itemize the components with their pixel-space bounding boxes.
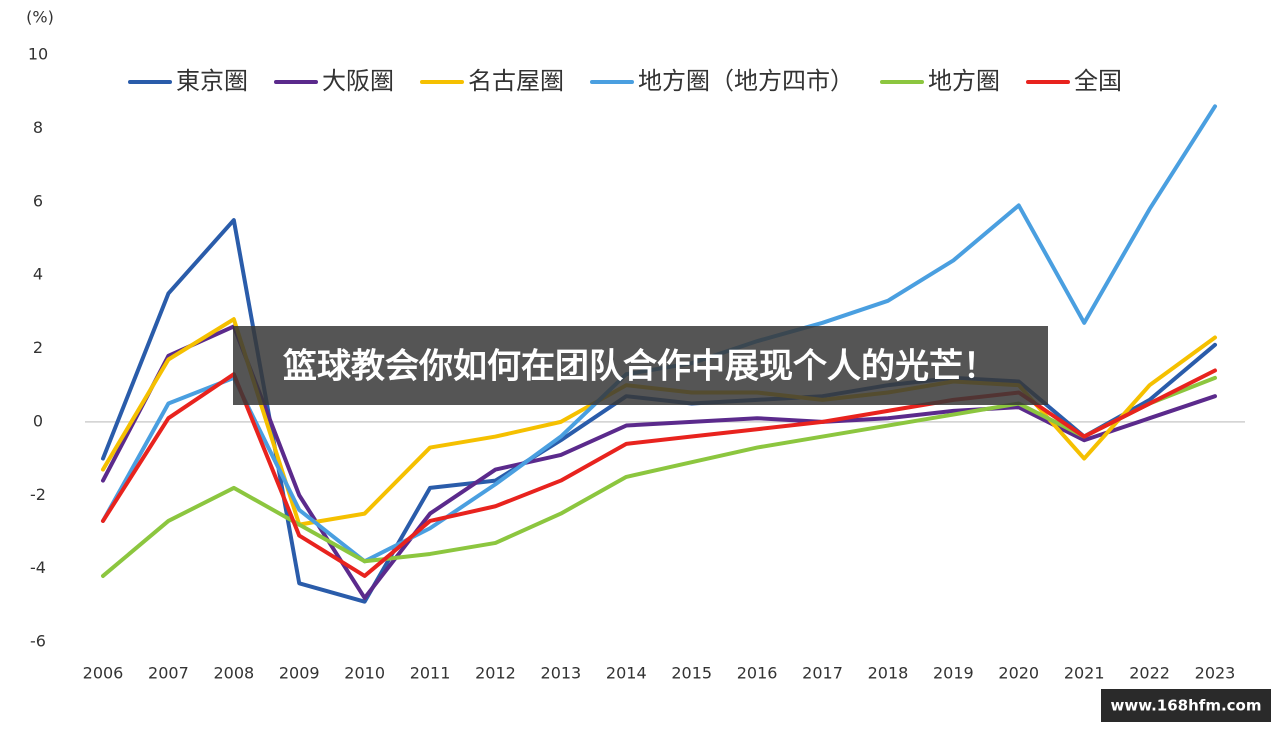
x-tick-label: 2017 [802,664,843,683]
x-tick-label: 2019 [933,664,974,683]
watermark: www.168hfm.com [1111,697,1262,715]
x-tick-label: 2010 [344,664,385,683]
y-tick-label: -6 [30,632,46,651]
y-tick-label: -2 [30,485,46,504]
x-tick-label: 2006 [83,664,124,683]
y-tick-label: -4 [30,558,46,577]
y-tick-label: 6 [33,191,43,210]
banner-text: 篮球教会你如何在团队合作中展现个人的光芒！ [283,347,997,387]
legend-label: 名古屋圏 [468,67,564,95]
legend-label: 東京圏 [176,67,248,95]
x-tick-label: 2020 [998,664,1039,683]
x-tick-label: 2022 [1129,664,1170,683]
legend-label: 大阪圏 [322,67,394,95]
x-tick-label: 2007 [148,664,189,683]
banner-background [233,326,1048,405]
legend-label: 地方圏（地方四市） [638,67,854,95]
x-tick-label: 2021 [1064,664,1105,683]
y-tick-label: 2 [33,338,43,357]
x-tick-label: 2008 [213,664,254,683]
y-axis-label: (%) [26,8,54,27]
x-tick-label: 2012 [475,664,516,683]
y-tick-label: 4 [33,265,43,284]
legend-label: 地方圏 [928,67,1000,95]
x-tick-label: 2018 [868,664,909,683]
y-tick-label: 0 [33,411,43,430]
x-tick-label: 2015 [671,664,712,683]
x-tick-label: 2016 [737,664,778,683]
legend: 東京圏 大阪圏 名古屋圏 地方圏（地方四市） 地方圏 全国 [128,67,1122,95]
x-tick-label: 2013 [541,664,582,683]
x-tick-label: 2023 [1195,664,1236,683]
x-tick-label: 2011 [410,664,451,683]
x-tick-label: 2009 [279,664,320,683]
y-tick-label: 10 [28,45,48,64]
watermark-background [1101,689,1271,722]
legend-label: 全国 [1074,67,1122,95]
y-tick-label: 8 [33,118,43,137]
x-tick-label: 2014 [606,664,647,683]
series-line [101,375,1217,578]
plot-area: -6 -4 -2 0 2 4 6 8 10 2006 2007 2008 2009 2010 2011 201… [28,45,1245,683]
series-line [101,324,1217,600]
